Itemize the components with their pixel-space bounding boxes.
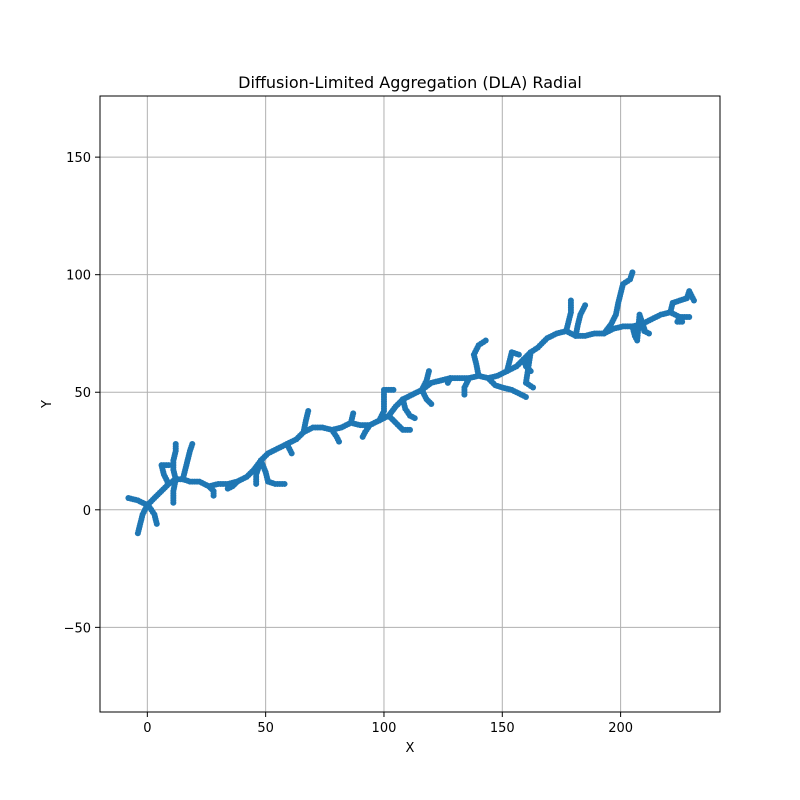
data-point xyxy=(281,480,288,487)
data-points xyxy=(125,269,697,537)
data-point xyxy=(515,351,522,358)
data-point xyxy=(253,480,260,487)
x-tick-label: 150 xyxy=(490,721,515,736)
data-point xyxy=(444,379,451,386)
data-point xyxy=(305,408,312,415)
data-point xyxy=(646,330,653,337)
x-tick-label: 0 xyxy=(143,721,151,736)
y-axis-label: Y xyxy=(40,400,55,409)
data-point xyxy=(170,499,177,506)
data-point xyxy=(210,492,217,499)
data-point xyxy=(153,520,160,527)
data-point xyxy=(629,269,636,276)
y-tick-label: 100 xyxy=(66,269,91,284)
data-point xyxy=(172,440,179,447)
y-tick-label: 150 xyxy=(66,151,91,166)
data-point xyxy=(522,393,529,400)
x-axis-label: X xyxy=(406,741,415,756)
data-point xyxy=(425,368,432,375)
data-point xyxy=(359,433,366,440)
data-point xyxy=(428,401,435,407)
y-tick-label: 50 xyxy=(74,386,91,401)
data-point xyxy=(165,462,172,469)
x-tick-label: 200 xyxy=(608,721,633,736)
data-point xyxy=(288,450,295,457)
data-point xyxy=(390,386,397,393)
data-point xyxy=(411,415,418,422)
x-tick-label: 50 xyxy=(257,721,274,736)
x-tick-label: 100 xyxy=(372,721,397,736)
data-point xyxy=(582,302,589,309)
data-point xyxy=(407,426,413,433)
y-tick-label: −50 xyxy=(64,621,91,636)
y-tick-label: 0 xyxy=(83,504,91,519)
data-point xyxy=(336,438,343,445)
data-point xyxy=(224,485,231,492)
data-point xyxy=(134,530,141,537)
plot-frame xyxy=(99,95,721,713)
axis-ticks: 0 50 100 150 200 −50 0 50 100 150 xyxy=(64,151,633,736)
data-point xyxy=(350,410,357,417)
data-point xyxy=(189,440,196,447)
data-point xyxy=(567,297,574,304)
data-point xyxy=(679,318,686,325)
data-point xyxy=(530,384,537,391)
data-point xyxy=(482,337,489,344)
data-point xyxy=(461,391,468,398)
data-point xyxy=(686,314,693,321)
chart-title: Diffusion-Limited Aggregation (DLA) Radi… xyxy=(238,73,582,92)
data-point xyxy=(690,297,697,304)
